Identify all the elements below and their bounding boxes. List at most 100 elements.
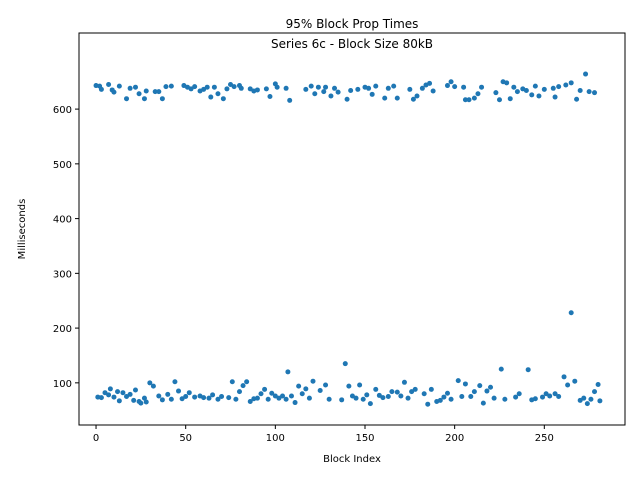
point bbox=[529, 92, 535, 98]
point bbox=[525, 367, 531, 373]
point bbox=[484, 388, 490, 394]
point bbox=[111, 89, 117, 95]
point bbox=[556, 394, 562, 400]
point bbox=[572, 378, 578, 384]
point bbox=[283, 396, 289, 402]
point bbox=[437, 397, 443, 403]
point bbox=[444, 83, 450, 89]
point bbox=[116, 398, 122, 404]
point bbox=[283, 85, 289, 91]
y-tick-label: 500 bbox=[53, 160, 72, 171]
point bbox=[461, 84, 467, 90]
point bbox=[577, 87, 583, 93]
point bbox=[132, 387, 138, 393]
point bbox=[565, 382, 571, 388]
point bbox=[124, 394, 130, 400]
point bbox=[459, 394, 465, 400]
point bbox=[141, 395, 147, 401]
point bbox=[215, 91, 221, 97]
point bbox=[541, 86, 547, 92]
point bbox=[192, 394, 198, 400]
x-tick-label: 250 bbox=[535, 433, 554, 444]
point bbox=[452, 84, 458, 90]
point bbox=[414, 93, 420, 99]
y-tick-label: 100 bbox=[53, 379, 72, 390]
point bbox=[536, 93, 542, 99]
point bbox=[183, 394, 189, 400]
point bbox=[427, 80, 433, 86]
point bbox=[398, 393, 404, 399]
point bbox=[265, 396, 271, 402]
point bbox=[159, 397, 165, 403]
point bbox=[385, 85, 391, 91]
point bbox=[229, 379, 235, 385]
y-axis-label: Milliseconds bbox=[17, 199, 28, 260]
point bbox=[428, 386, 434, 392]
point bbox=[409, 389, 415, 395]
point bbox=[274, 84, 280, 90]
point bbox=[288, 393, 294, 399]
point bbox=[150, 383, 156, 389]
point bbox=[201, 395, 207, 401]
x-tick-label: 200 bbox=[445, 433, 464, 444]
point bbox=[588, 396, 594, 402]
point bbox=[147, 380, 153, 386]
point bbox=[348, 87, 354, 93]
point bbox=[543, 391, 549, 397]
point bbox=[394, 95, 400, 101]
point bbox=[444, 390, 450, 396]
point bbox=[152, 89, 158, 95]
point bbox=[204, 84, 210, 90]
point bbox=[211, 84, 217, 90]
point bbox=[143, 88, 149, 94]
point bbox=[592, 90, 598, 96]
point bbox=[376, 392, 382, 398]
point bbox=[132, 84, 138, 90]
point bbox=[477, 383, 483, 389]
point bbox=[306, 395, 312, 401]
point bbox=[342, 361, 348, 367]
point bbox=[552, 94, 558, 100]
point bbox=[127, 391, 133, 397]
point bbox=[373, 386, 379, 392]
x-tick-label: 150 bbox=[355, 433, 374, 444]
point bbox=[421, 391, 427, 397]
point bbox=[523, 87, 529, 93]
point bbox=[353, 395, 359, 401]
point bbox=[360, 396, 366, 402]
chart-title: 95% Block Prop Times bbox=[286, 17, 419, 31]
point bbox=[192, 84, 198, 90]
point bbox=[138, 400, 144, 406]
point bbox=[226, 395, 232, 401]
point bbox=[514, 89, 520, 95]
point bbox=[163, 84, 169, 90]
point bbox=[120, 390, 126, 396]
point bbox=[303, 86, 309, 92]
point bbox=[366, 85, 372, 91]
point bbox=[466, 97, 472, 103]
point bbox=[584, 401, 590, 407]
point bbox=[115, 389, 121, 395]
plot-frame bbox=[78, 32, 626, 426]
point bbox=[419, 85, 425, 91]
point bbox=[156, 89, 162, 95]
point bbox=[583, 71, 589, 77]
point bbox=[308, 83, 314, 89]
point bbox=[346, 383, 352, 389]
point bbox=[156, 393, 162, 399]
point bbox=[332, 85, 338, 91]
point bbox=[364, 392, 370, 398]
point bbox=[326, 396, 332, 402]
point bbox=[405, 395, 411, 401]
y-tick-label: 200 bbox=[53, 324, 72, 335]
point bbox=[335, 89, 341, 95]
point bbox=[568, 310, 574, 316]
point bbox=[323, 382, 329, 388]
point bbox=[462, 381, 468, 387]
point bbox=[106, 392, 112, 398]
point bbox=[595, 381, 601, 387]
point bbox=[317, 388, 323, 394]
point bbox=[592, 389, 598, 395]
point bbox=[159, 96, 165, 102]
point bbox=[507, 96, 513, 102]
